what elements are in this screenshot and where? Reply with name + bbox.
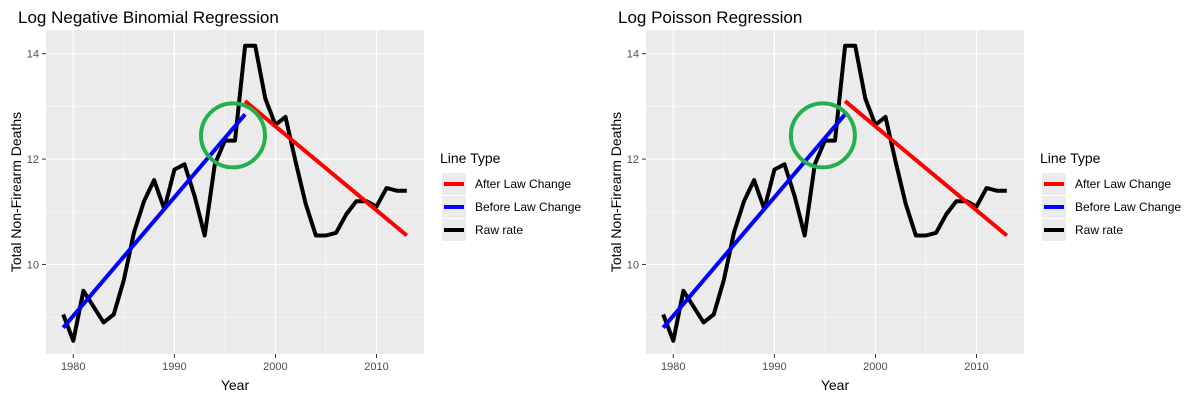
y-tick-label: 12 (27, 154, 39, 166)
x-tick-label: 1990 (162, 361, 186, 373)
y-axis-ticks: 10 12 14 (27, 49, 46, 271)
plot-panel (46, 30, 424, 354)
grid-major (646, 30, 1024, 354)
x-axis-label: Year (821, 377, 850, 393)
x-axis-label: Year (221, 377, 250, 393)
y-tick-label: 14 (27, 49, 39, 61)
x-tick-label: 1990 (762, 361, 786, 373)
legend-title: Line Type (1040, 150, 1101, 166)
chart-panel-negative-binomial: Log Negative Binomial Regression 1980 199… (8, 8, 581, 393)
raw-rate-line (61, 43, 407, 343)
after-law-change-line (243, 99, 409, 238)
y-axis-label: Total Non-Firearm Deaths (608, 112, 624, 272)
legend-label: Before Law Change (475, 200, 581, 214)
y-tick-label: 14 (627, 49, 639, 61)
y-tick-label: 10 (27, 259, 39, 271)
x-axis-ticks: 1980 1990 2000 2010 (661, 354, 989, 373)
annotation-layer (788, 101, 857, 170)
legend-label: Raw rate (475, 223, 523, 237)
legend: After Law Change Before Law Change Raw rat… (1042, 173, 1181, 241)
chart-svg: Log Poisson Regression 1980 1990 2000 2010 … (608, 8, 1181, 393)
chart-title: Log Poisson Regression (618, 8, 802, 27)
chart-svg: Log Negative Binomial Regression 1980 199… (8, 8, 581, 393)
legend-title: Line Type (440, 150, 501, 166)
y-tick-label: 10 (627, 259, 639, 271)
highlight-circle (788, 101, 857, 170)
legend-label: After Law Change (475, 177, 571, 191)
raw-rate-line (661, 43, 1007, 343)
y-tick-label: 12 (627, 154, 639, 166)
before-law-change-line (661, 113, 847, 329)
grid-major (46, 30, 424, 354)
x-axis-ticks: 1980 1990 2000 2010 (61, 354, 389, 373)
chart-title: Log Negative Binomial Regression (18, 8, 279, 27)
legend-label: After Law Change (1075, 177, 1171, 191)
series-lines (61, 43, 409, 343)
x-tick-label: 1980 (661, 361, 685, 373)
chart-panel-poisson: Log Poisson Regression 1980 1990 2000 2010 … (600, 0, 1200, 400)
series-lines (661, 43, 1009, 343)
x-tick-label: 1980 (61, 361, 85, 373)
before-law-change-line (61, 113, 247, 329)
x-tick-label: 2000 (263, 361, 287, 373)
y-axis-label: Total Non-Firearm Deaths (8, 112, 24, 272)
plot-panel (646, 30, 1024, 354)
annotation-layer (198, 101, 267, 170)
after-law-change-line (843, 99, 1009, 238)
x-tick-label: 2000 (863, 361, 887, 373)
highlight-circle (198, 101, 267, 170)
legend-label: Raw rate (1075, 223, 1123, 237)
x-tick-label: 2010 (964, 361, 988, 373)
y-axis-ticks: 10 12 14 (627, 49, 646, 271)
x-tick-label: 2010 (364, 361, 388, 373)
legend-label: Before Law Change (1075, 200, 1181, 214)
legend: After Law Change Before Law Change Raw rat… (442, 173, 581, 241)
